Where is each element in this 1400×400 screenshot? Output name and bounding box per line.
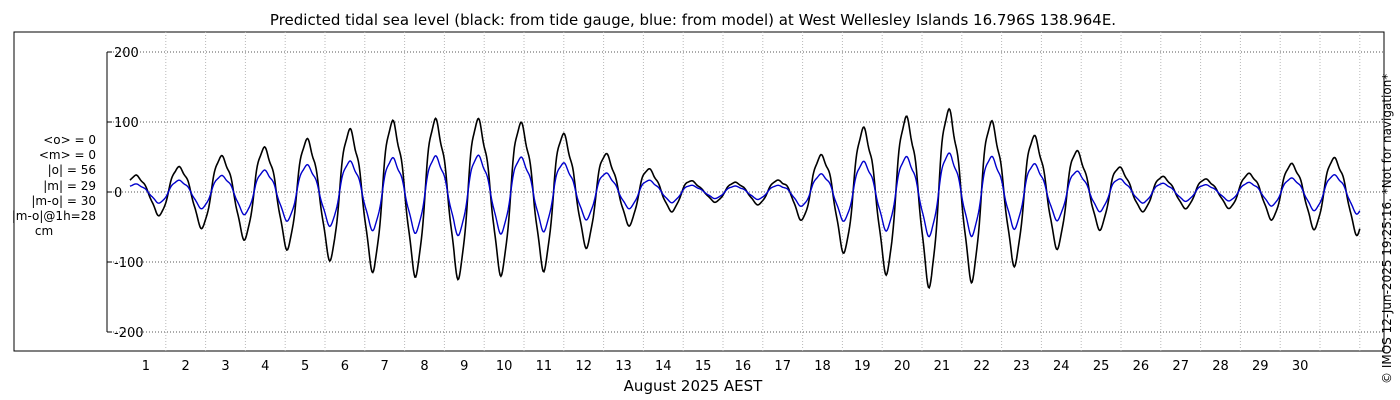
abs-difference-stat: |m-o| = 30 [31, 193, 96, 208]
x-tick-label: 13 [615, 359, 632, 374]
grid-layer [107, 32, 1384, 351]
x-axis: 1 2 3 4 5 6 7 8 9 10 11 12 13 14 15 16 17 18 19 20 21 22 23 24 2… [142, 359, 1309, 374]
x-tick-label: 5 [301, 359, 309, 374]
x-tick-label: 2 [182, 359, 190, 374]
x-tick-label: 11 [536, 359, 553, 374]
x-tick-label: 25 [1093, 359, 1110, 374]
x-tick-label: 18 [814, 359, 831, 374]
x-tick-label: 4 [261, 359, 269, 374]
x-tick-label: 17 [774, 359, 791, 374]
y-tick-label: 100 [114, 116, 139, 131]
x-tick-label: 20 [894, 359, 911, 374]
x-tick-label: 15 [695, 359, 712, 374]
x-tick-label: 10 [496, 359, 513, 374]
plot-frame [13, 31, 1385, 352]
y-axis: 200 100 0 -100 -200 [106, 46, 144, 341]
x-tick-label: 16 [735, 359, 752, 374]
x-tick-label: 6 [341, 359, 349, 374]
x-tick-label: 3 [221, 359, 229, 374]
copyright-notice: © IMOS 12-Jun-2025 19:25:16. *Not for na… [1380, 73, 1394, 384]
x-tick-label: 24 [1053, 359, 1070, 374]
x-tick-label: 30 [1292, 359, 1309, 374]
y-tick-label: -200 [114, 326, 144, 341]
y-tick-label: 200 [114, 46, 139, 61]
x-tick-label: 7 [381, 359, 389, 374]
x-tick-label: 28 [1212, 359, 1229, 374]
mean-model-stat: <m> = 0 [38, 148, 96, 163]
x-tick-label: 14 [655, 359, 672, 374]
model-series-line [129, 152, 1361, 238]
x-tick-label: 19 [854, 359, 871, 374]
x-tick-label: 29 [1252, 359, 1269, 374]
y-tick-label: -100 [114, 256, 144, 271]
mean-observed-stat: <o> = 0 [43, 133, 96, 147]
abs-model-stat: |m| = 29 [43, 178, 96, 193]
x-axis-label: August 2025 AEST [624, 377, 763, 395]
x-tick-label: 1 [142, 359, 150, 374]
abs-observed-stat: |o| = 56 [47, 163, 96, 178]
chart-title: Predicted tidal sea level (black: from t… [270, 11, 1116, 29]
x-tick-label: 27 [1172, 359, 1189, 374]
x-tick-label: 12 [575, 359, 592, 374]
abs-difference-1h-stat: |m-o|@1h=28 [11, 209, 96, 224]
tide-gauge-series-line [129, 107, 1361, 290]
x-tick-label: 8 [420, 359, 428, 374]
x-tick-label: 26 [1133, 359, 1150, 374]
statistics-panel: <o> = 0 <m> = 0 |o| = 56 |m| = 29 |m-o| … [6, 133, 96, 239]
x-tick-label: 9 [460, 359, 468, 374]
x-tick-label: 22 [973, 359, 990, 374]
stats-unit: cm [34, 224, 54, 239]
x-tick-label: 23 [1013, 359, 1030, 374]
x-tick-label: 21 [934, 359, 951, 374]
y-tick-label: 0 [114, 186, 122, 201]
